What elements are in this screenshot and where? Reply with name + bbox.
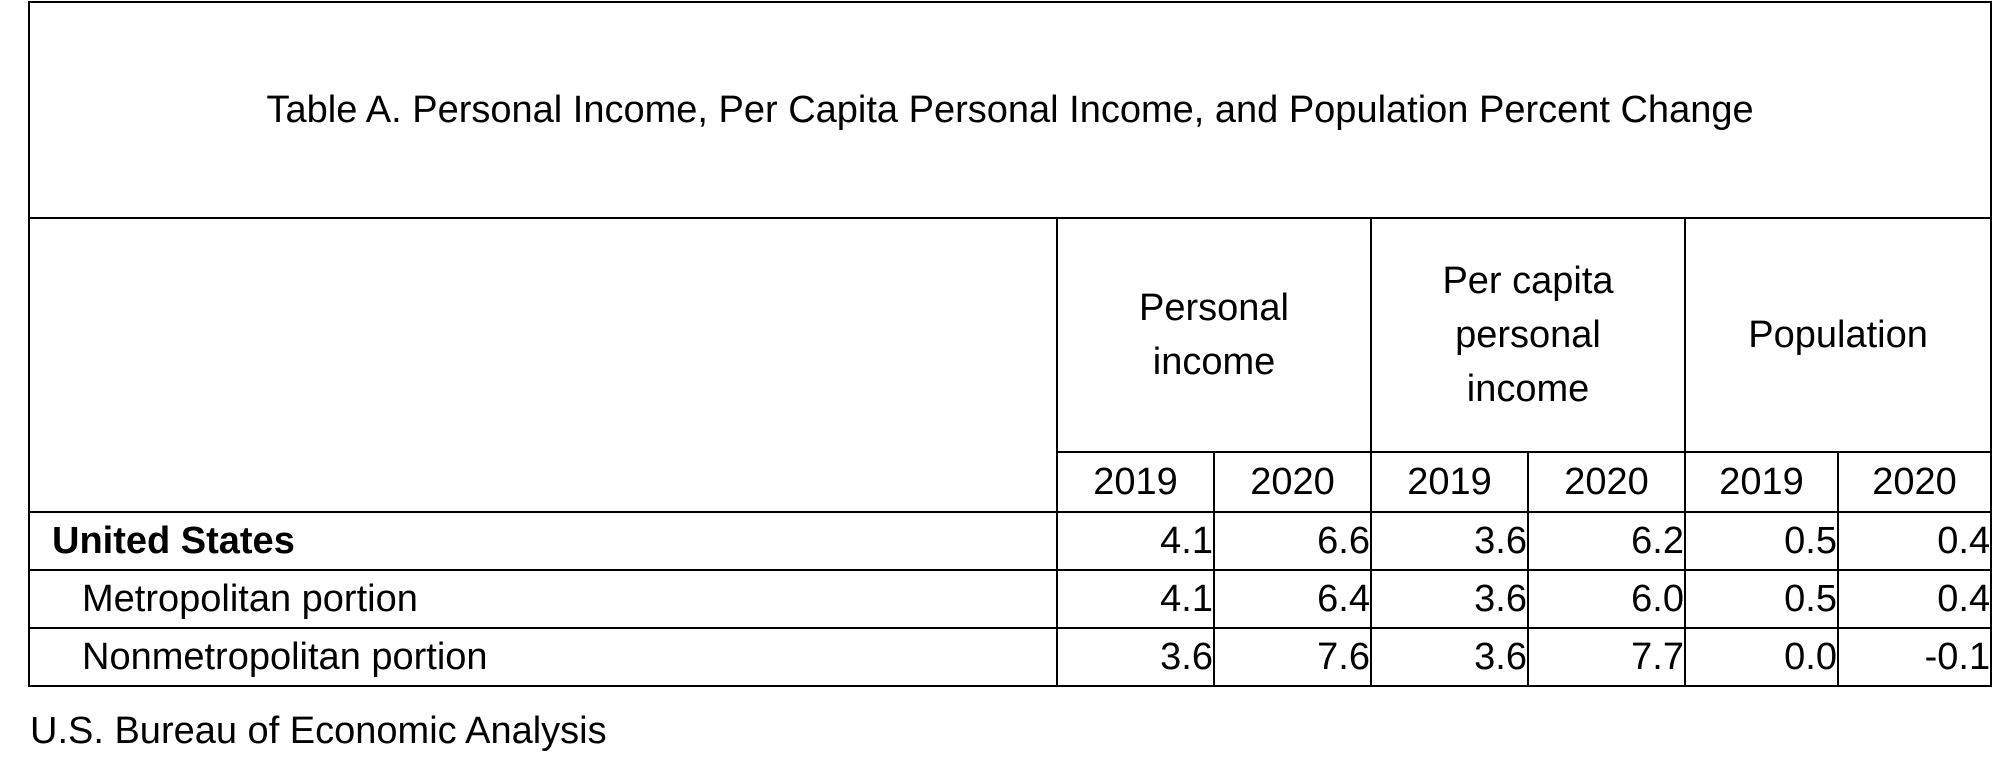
- cell-nonmetropolitan-population-2019: 0.0: [1684, 627, 1839, 687]
- cell-united-states-personal-income-2020: 6.6: [1213, 511, 1372, 571]
- year-header-population-2020: 2020: [1836, 451, 1993, 513]
- year-header-population-2019: 2019: [1684, 451, 1839, 513]
- cell-metropolitan-personal-income-2019: 4.1: [1056, 569, 1215, 629]
- year-header-per-capita-2020: 2020: [1527, 451, 1686, 513]
- group-header-personal-income-label: Personal income: [1139, 287, 1289, 383]
- group-header-personal-income: Personal income: [1056, 217, 1372, 453]
- year-header-personal-income-2019: 2019: [1056, 451, 1215, 513]
- group-header-per-capita-income-label: Per capita personal income: [1442, 260, 1614, 410]
- cell-nonmetropolitan-population-2020: -0.1: [1836, 627, 1993, 687]
- row-label-united-states: United States: [28, 511, 1058, 571]
- row-label-nonmetropolitan: Nonmetropolitan portion: [28, 627, 1058, 687]
- cell-united-states-population-2019: 0.5: [1684, 511, 1839, 571]
- year-header-per-capita-2019: 2019: [1370, 451, 1529, 513]
- cell-metropolitan-population-2020: 0.4: [1836, 569, 1993, 629]
- percent-change-table: Table A. Personal Income, Per Capita Per…: [27, 1, 1993, 687]
- cell-nonmetropolitan-per-capita-2020: 7.7: [1527, 627, 1686, 687]
- cell-united-states-per-capita-2019: 3.6: [1370, 511, 1529, 571]
- table-row-united-states: United States 4.1 6.6 3.6 6.2 0.5 0.4: [28, 511, 1993, 571]
- table-row-metropolitan: Metropolitan portion 4.1 6.4 3.6 6.0 0.5…: [28, 569, 1993, 629]
- row-label-header-blank: [28, 217, 1058, 513]
- cell-nonmetropolitan-personal-income-2019: 3.6: [1056, 627, 1215, 687]
- percent-change-table-container: Table A. Personal Income, Per Capita Per…: [27, 1, 1993, 687]
- cell-metropolitan-per-capita-2019: 3.6: [1370, 569, 1529, 629]
- cell-nonmetropolitan-personal-income-2020: 7.6: [1213, 627, 1372, 687]
- table-title: Table A. Personal Income, Per Capita Per…: [27, 1, 1993, 219]
- cell-metropolitan-per-capita-2020: 6.0: [1527, 569, 1686, 629]
- cell-metropolitan-population-2019: 0.5: [1684, 569, 1839, 629]
- year-header-personal-income-2020: 2020: [1213, 451, 1372, 513]
- source-note: U.S. Bureau of Economic Analysis: [30, 710, 607, 752]
- cell-metropolitan-personal-income-2020: 6.4: [1213, 569, 1372, 629]
- row-label-metropolitan: Metropolitan portion: [28, 569, 1058, 629]
- group-header-population-label: Population: [1748, 314, 1928, 356]
- group-header-population: Population: [1683, 217, 1993, 453]
- table-row-nonmetropolitan: Nonmetropolitan portion 3.6 7.6 3.6 7.7 …: [28, 627, 1993, 687]
- cell-united-states-personal-income-2019: 4.1: [1056, 511, 1215, 571]
- group-header-per-capita-income: Per capita personal income: [1370, 217, 1686, 453]
- cell-nonmetropolitan-per-capita-2019: 3.6: [1370, 627, 1529, 687]
- cell-united-states-population-2020: 0.4: [1836, 511, 1993, 571]
- cell-united-states-per-capita-2020: 6.2: [1527, 511, 1686, 571]
